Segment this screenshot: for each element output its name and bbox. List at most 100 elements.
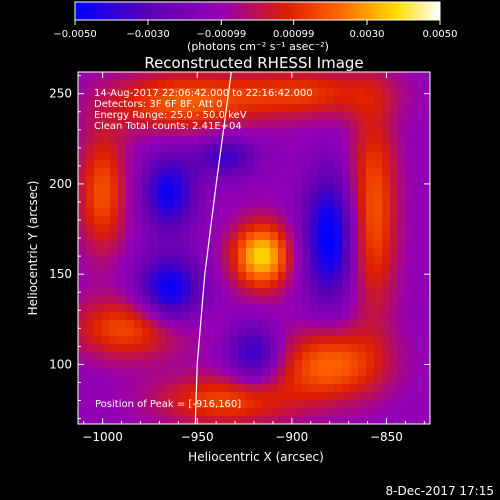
heatmap-pixel <box>414 368 423 377</box>
heatmap-pixel <box>318 152 327 161</box>
heatmap-pixel <box>150 224 159 233</box>
heatmap-pixel <box>230 280 239 289</box>
heatmap-pixel <box>102 240 111 249</box>
heatmap-pixel <box>294 288 303 297</box>
heatmap-pixel <box>294 264 303 273</box>
heatmap-pixel <box>366 328 375 337</box>
heatmap-pixel <box>166 400 175 409</box>
heatmap-pixel <box>422 128 430 137</box>
heatmap-pixel <box>206 408 215 417</box>
heatmap-pixel <box>294 104 303 113</box>
heatmap-pixel <box>318 184 327 193</box>
heatmap-pixel <box>366 152 375 161</box>
heatmap-pixel <box>414 328 423 337</box>
heatmap-pixel <box>262 360 271 369</box>
heatmap-pixel <box>118 240 127 249</box>
heatmap-pixel <box>382 392 391 401</box>
heatmap-pixel <box>158 160 167 169</box>
heatmap-pixel <box>94 176 103 185</box>
heatmap-pixel <box>382 136 391 145</box>
heatmap-pixel <box>166 144 175 153</box>
heatmap-pixel <box>318 136 327 145</box>
heatmap-pixel <box>86 112 95 121</box>
heatmap-pixel <box>398 264 407 273</box>
heatmap-pixel <box>238 248 247 257</box>
heatmap-pixel <box>366 112 375 121</box>
heatmap-pixel <box>294 120 303 129</box>
heatmap-pixel <box>182 376 191 385</box>
heatmap-pixel <box>246 104 255 113</box>
heatmap-pixel <box>310 336 319 345</box>
heatmap-pixel <box>374 104 383 113</box>
heatmap-pixel <box>254 112 263 121</box>
heatmap-pixel <box>302 400 311 409</box>
heatmap-pixel <box>318 344 327 353</box>
heatmap-pixel <box>118 80 127 89</box>
heatmap-pixel <box>278 72 287 81</box>
heatmap-pixel <box>206 344 215 353</box>
heatmap-pixel <box>198 360 207 369</box>
heatmap-pixel <box>270 96 279 105</box>
heatmap-pixel <box>342 416 351 424</box>
heatmap-pixel <box>118 408 127 417</box>
heatmap-pixel <box>278 336 287 345</box>
heatmap-pixel <box>78 336 87 345</box>
heatmap-pixel <box>126 264 135 273</box>
heatmap-pixel <box>390 72 399 81</box>
heatmap-pixel <box>86 336 95 345</box>
heatmap-pixel <box>142 96 151 105</box>
heatmap-pixel <box>310 248 319 257</box>
heatmap-pixel <box>334 248 343 257</box>
heatmap-pixel <box>158 368 167 377</box>
heatmap-pixel <box>158 272 167 281</box>
heatmap-pixel <box>318 80 327 89</box>
heatmap-pixel <box>246 368 255 377</box>
heatmap-pixel <box>398 208 407 217</box>
heatmap-pixel <box>118 152 127 161</box>
heatmap-pixel <box>342 280 351 289</box>
heatmap-pixel <box>230 120 239 129</box>
heatmap-pixel <box>86 80 95 89</box>
heatmap-pixel <box>310 176 319 185</box>
heatmap-pixel <box>294 224 303 233</box>
heatmap-pixel <box>278 376 287 385</box>
heatmap-pixel <box>350 72 359 81</box>
heatmap-pixel <box>110 256 119 265</box>
heatmap-pixel <box>142 224 151 233</box>
heatmap-pixel <box>406 400 415 409</box>
heatmap-pixel <box>214 296 223 305</box>
heatmap-pixel <box>174 280 183 289</box>
heatmap-pixel <box>366 184 375 193</box>
heatmap-pixel <box>254 392 263 401</box>
heatmap-pixel <box>326 96 335 105</box>
heatmap-pixel <box>278 144 287 153</box>
heatmap-pixel <box>286 208 295 217</box>
heatmap-pixel <box>94 216 103 225</box>
heatmap-pixel <box>134 176 143 185</box>
heatmap-pixel <box>142 112 151 121</box>
heatmap-pixel <box>174 328 183 337</box>
heatmap-pixel <box>302 136 311 145</box>
heatmap-pixel <box>78 272 87 281</box>
heatmap-pixel <box>374 400 383 409</box>
heatmap-pixel <box>318 312 327 321</box>
heatmap-pixel <box>390 240 399 249</box>
heatmap-pixel <box>134 272 143 281</box>
heatmap-pixel <box>166 384 175 393</box>
heatmap-pixel <box>86 176 95 185</box>
heatmap-pixel <box>358 88 367 97</box>
heatmap-pixel <box>214 200 223 209</box>
heatmap-pixel <box>134 200 143 209</box>
heatmap-pixel <box>302 248 311 257</box>
heatmap-pixel <box>390 264 399 273</box>
heatmap-pixel <box>238 168 247 177</box>
heatmap-pixel <box>310 360 319 369</box>
heatmap-pixel <box>390 360 399 369</box>
heatmap-pixel <box>326 208 335 217</box>
heatmap-pixel <box>78 216 87 225</box>
heatmap-pixel <box>406 232 415 241</box>
heatmap-pixel <box>422 320 430 329</box>
heatmap-pixel <box>358 352 367 361</box>
heatmap-pixel <box>366 232 375 241</box>
heatmap-pixel <box>366 168 375 177</box>
